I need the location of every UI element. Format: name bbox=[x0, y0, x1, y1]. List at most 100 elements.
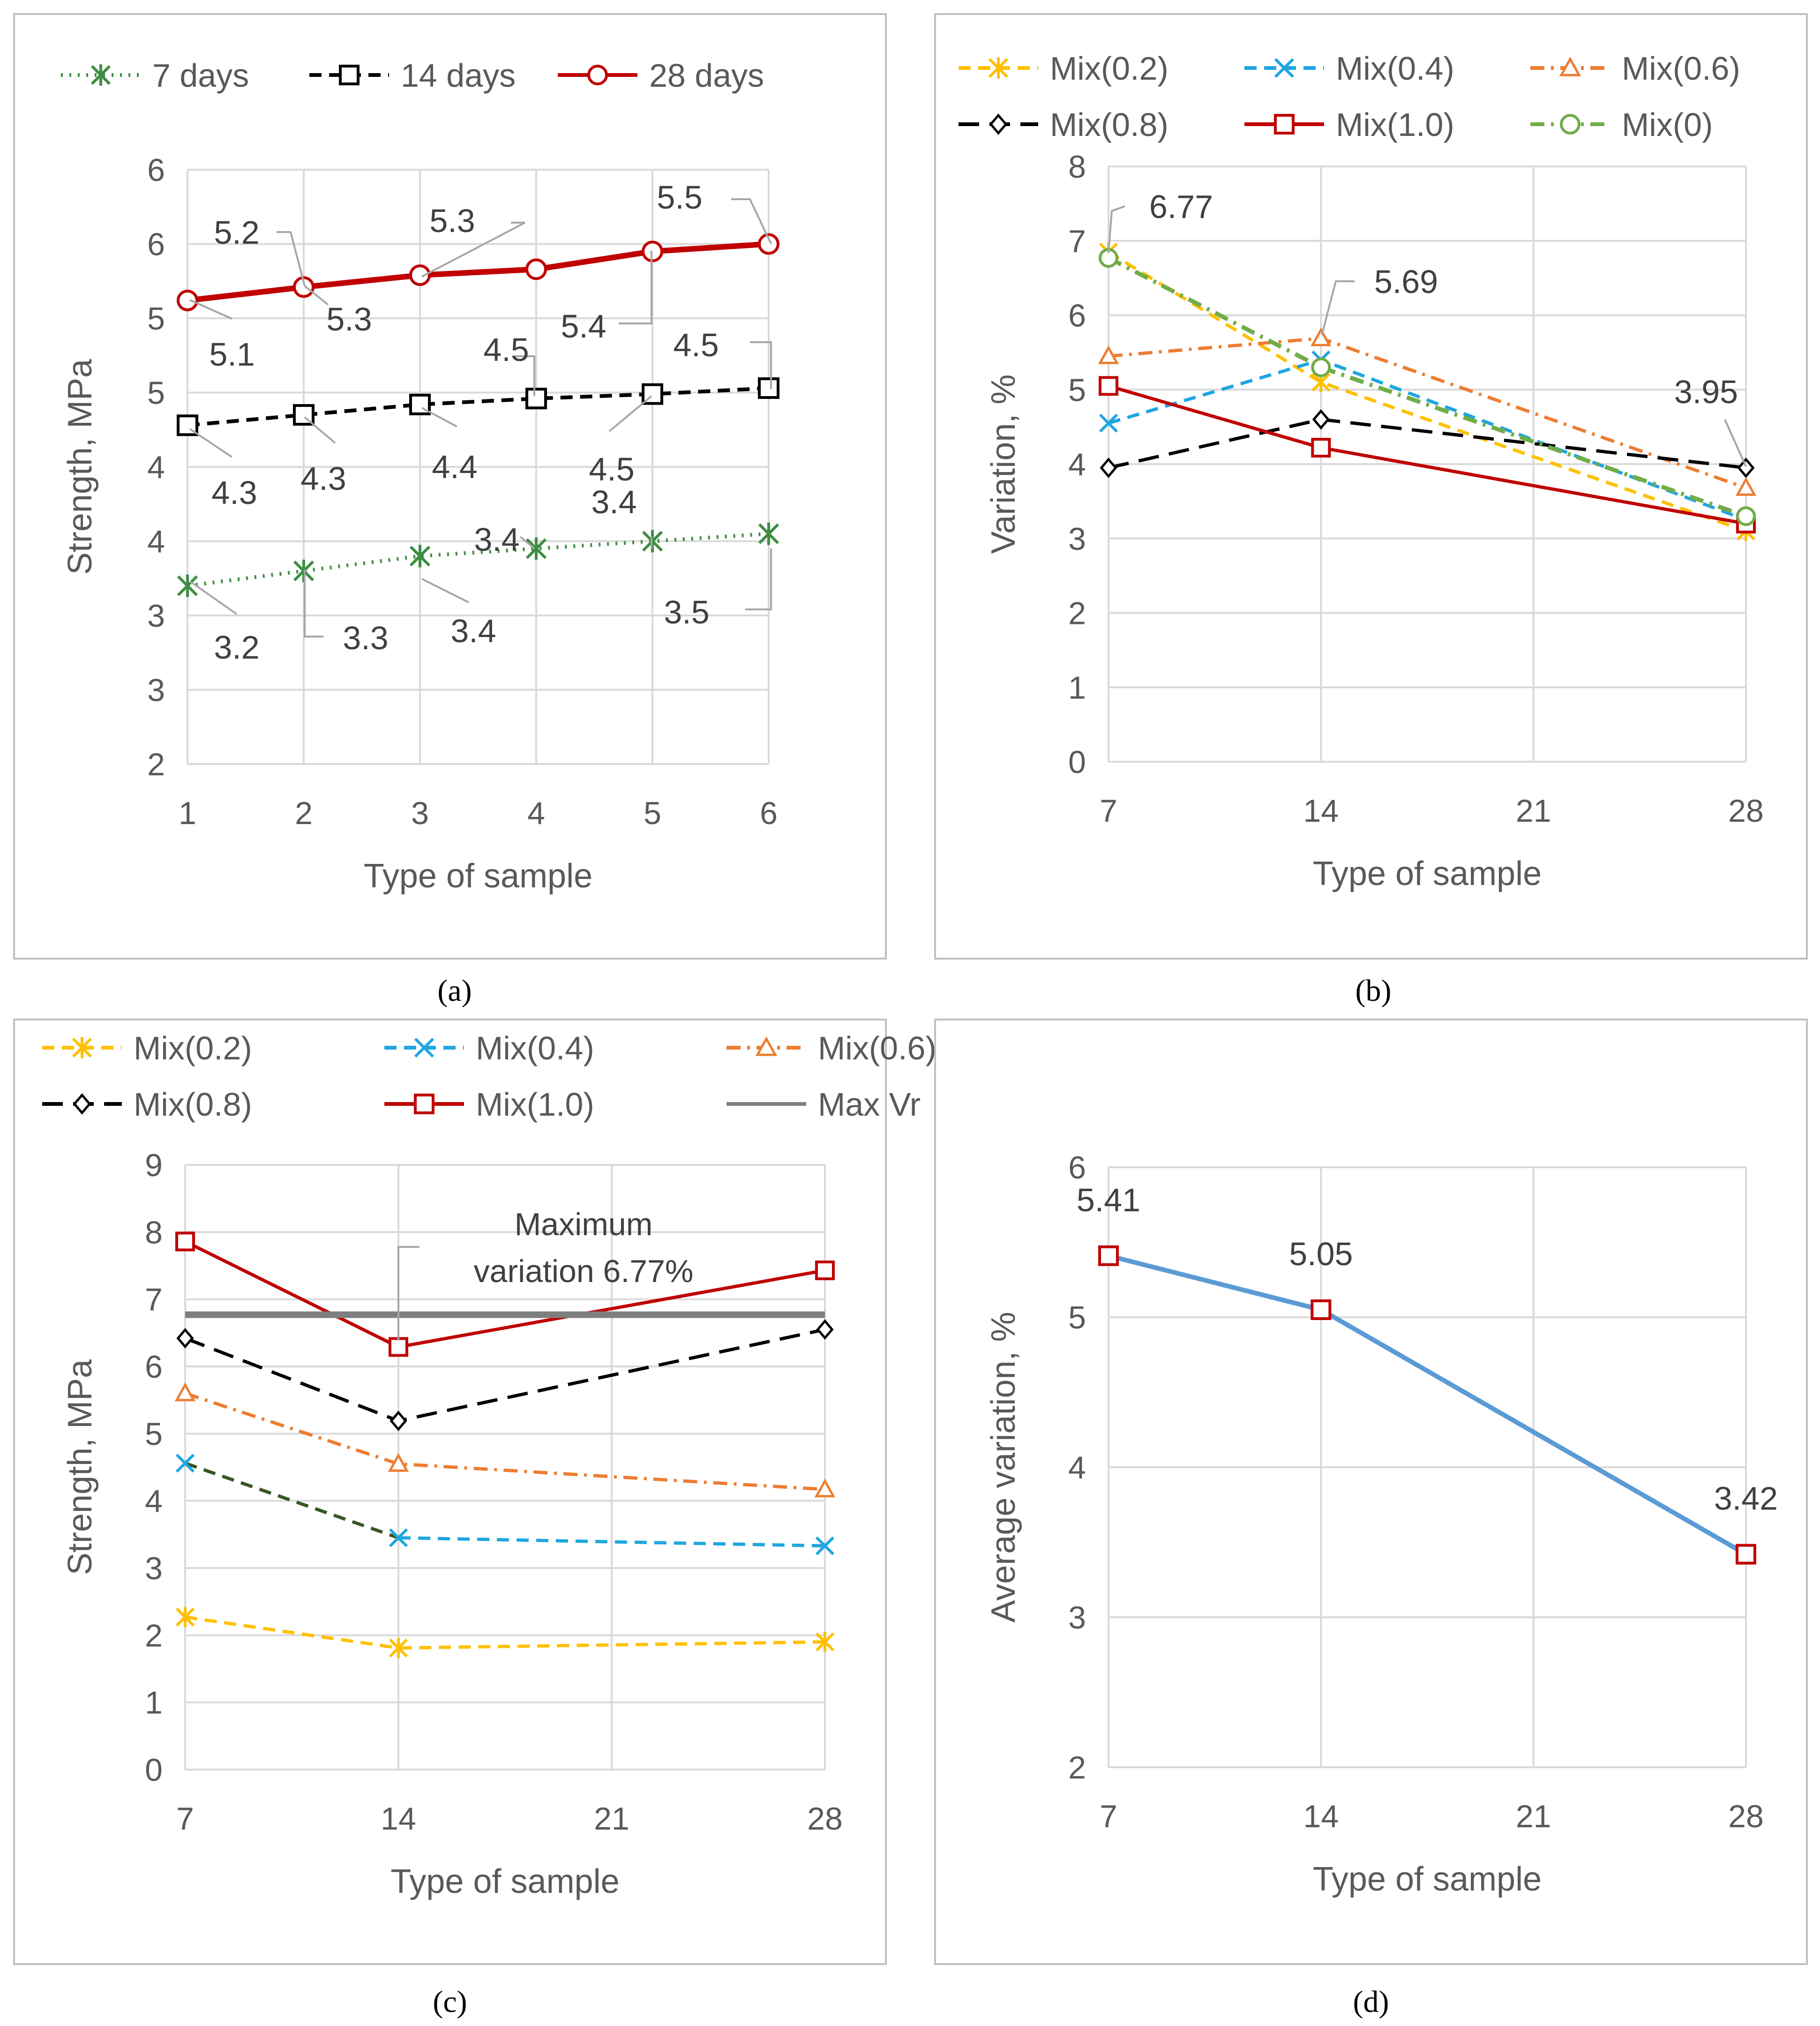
legend-label: Mix(0.6) bbox=[818, 1030, 936, 1066]
y-tick-label: 3 bbox=[147, 598, 165, 634]
data-label: 5.3 bbox=[326, 301, 372, 338]
data-label: 3.3 bbox=[343, 620, 388, 656]
callout-leader bbox=[189, 299, 232, 320]
legend-label: 14 days bbox=[401, 57, 516, 94]
data-label: 4.3 bbox=[300, 460, 346, 497]
data-point-Mix(0.8) bbox=[1737, 458, 1755, 478]
data-point-28 days bbox=[758, 233, 779, 255]
x-axis-title: Type of sample bbox=[390, 1863, 619, 1900]
y-tick-label: 3 bbox=[147, 673, 165, 708]
chart-frame bbox=[13, 13, 887, 960]
callout-leader bbox=[1108, 205, 1125, 254]
x-tick-label: 7 bbox=[1100, 1799, 1117, 1834]
x-tick-label: 21 bbox=[1516, 1799, 1551, 1834]
callout-leader bbox=[608, 395, 652, 432]
y-tick-label: 5 bbox=[1068, 1300, 1086, 1336]
y-tick-label: 2 bbox=[147, 747, 165, 782]
x-tick-label: 3 bbox=[411, 795, 429, 831]
series-line-Mix(0.4) bbox=[398, 1536, 825, 1548]
data-point-Mix(0.2) bbox=[389, 1637, 408, 1658]
data-point-Mix(0.6) bbox=[1311, 327, 1332, 346]
data-point-average bbox=[1736, 1544, 1756, 1565]
y-tick-label: 5 bbox=[147, 301, 165, 337]
x-axis-title: Type of sample bbox=[1313, 1861, 1542, 1898]
legend-marker bbox=[988, 57, 1009, 79]
y-tick-label: 8 bbox=[1068, 149, 1086, 185]
legend-label: Mix(0.8) bbox=[1050, 106, 1168, 143]
y-tick-label: 4 bbox=[147, 524, 165, 560]
data-point-Mix(1.0) bbox=[1099, 376, 1118, 396]
x-axis-title: Type of sample bbox=[364, 857, 592, 895]
data-point-Mix(1.0) bbox=[815, 1261, 835, 1281]
x-tick-label: 1 bbox=[179, 795, 196, 831]
legend-label: 28 days bbox=[649, 57, 764, 94]
data-point-7 days bbox=[409, 545, 431, 568]
data-label: 3.5 bbox=[664, 594, 709, 630]
data-point-Mix(0.2) bbox=[815, 1632, 835, 1652]
y-tick-label: 6 bbox=[147, 152, 165, 188]
legend-label: Mix(0) bbox=[1622, 106, 1713, 143]
data-point-Mix(1.0) bbox=[389, 1337, 408, 1357]
data-label: 4.3 bbox=[211, 474, 257, 511]
legend-marker bbox=[1559, 56, 1581, 76]
panel-label-c: (c) bbox=[433, 1985, 467, 2019]
annotation-text: variation 6.77% bbox=[474, 1253, 694, 1289]
legend-marker bbox=[339, 65, 360, 85]
x-tick-label: 14 bbox=[381, 1801, 416, 1837]
x-tick-label: 7 bbox=[176, 1801, 194, 1837]
legend-marker bbox=[1274, 114, 1295, 135]
y-axis-title: Strength, MPa bbox=[61, 359, 99, 575]
y-tick-label: 1 bbox=[1068, 670, 1086, 705]
x-tick-label: 5 bbox=[644, 795, 661, 831]
x-tick-label: 14 bbox=[1303, 1799, 1339, 1834]
y-tick-label: 6 bbox=[147, 227, 165, 263]
y-axis-title: Strength, MPa bbox=[61, 1359, 99, 1575]
legend-marker bbox=[1274, 58, 1295, 78]
data-point-Mix(0) bbox=[1736, 506, 1756, 526]
data-label: 4.4 bbox=[432, 449, 477, 485]
callout-leader bbox=[397, 1246, 419, 1341]
data-point-Mix(0) bbox=[1311, 357, 1331, 377]
data-point-Mix(0.8) bbox=[816, 1319, 834, 1340]
data-point-14 days bbox=[758, 377, 779, 399]
data-point-14 days bbox=[642, 383, 663, 405]
annotation-text: Maximum bbox=[515, 1207, 653, 1242]
legend-label: Mix(0.4) bbox=[1336, 50, 1454, 87]
data-point-Mix(0.4) bbox=[175, 1454, 195, 1473]
callout-leader bbox=[277, 231, 306, 286]
series-line-Mix(0.2) bbox=[185, 1615, 825, 1650]
y-tick-label: 5 bbox=[145, 1416, 163, 1452]
legend-label: Mix(0.4) bbox=[476, 1030, 594, 1066]
callout-leader bbox=[1724, 419, 1747, 467]
chart-frame bbox=[934, 1019, 1808, 1965]
legend-label: Mix(1.0) bbox=[1336, 106, 1454, 143]
legend-label: 7 days bbox=[152, 57, 249, 94]
legend-label: Max Vr bbox=[818, 1086, 921, 1123]
legend-marker bbox=[1560, 114, 1580, 135]
x-tick-label: 14 bbox=[1303, 793, 1339, 829]
y-tick-label: 3 bbox=[1068, 1600, 1086, 1636]
legend-label: Mix(1.0) bbox=[476, 1086, 594, 1123]
data-point-Mix(0.4) bbox=[815, 1536, 835, 1555]
x-tick-label: 28 bbox=[1728, 1799, 1764, 1834]
callout-leader bbox=[750, 341, 772, 389]
x-tick-label: 6 bbox=[760, 795, 778, 831]
y-tick-label: 7 bbox=[145, 1282, 163, 1318]
data-label: 5.41 bbox=[1077, 1182, 1140, 1218]
callout-leader bbox=[304, 570, 323, 638]
legend-marker bbox=[755, 1036, 778, 1056]
data-point-Mix(0.4) bbox=[389, 1528, 408, 1547]
data-point-28 days bbox=[525, 258, 547, 280]
callout-leader bbox=[1321, 280, 1355, 336]
callout-leader bbox=[519, 536, 535, 549]
panel-d: 2 3 4 5 6 7 14 21 28 Type of sample Average variat… bbox=[934, 1019, 1808, 1965]
data-point-Mix(0.6) bbox=[1735, 477, 1757, 496]
data-point-7 days bbox=[758, 522, 779, 545]
y-tick-label: 3 bbox=[1068, 521, 1086, 557]
y-tick-label: 6 bbox=[1068, 298, 1086, 334]
x-tick-label: 28 bbox=[807, 1801, 843, 1837]
legend-marker bbox=[73, 1093, 91, 1115]
callout-leader bbox=[421, 407, 457, 428]
data-label: 3.2 bbox=[214, 629, 259, 666]
